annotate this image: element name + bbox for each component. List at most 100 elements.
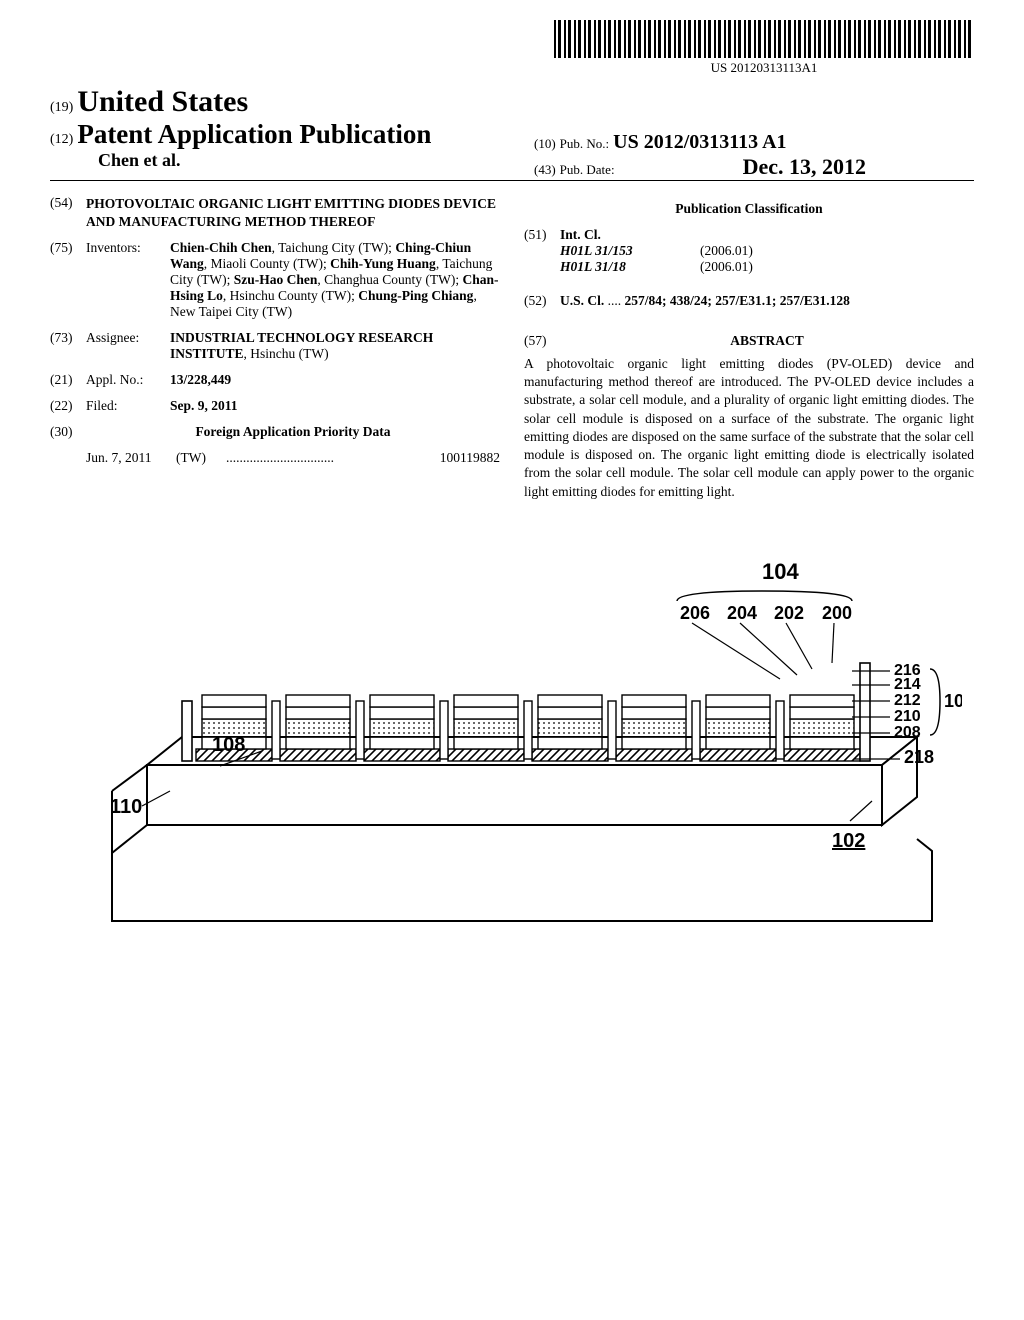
lbl-214: 214 (894, 676, 921, 693)
assignee-loc: , Hsinchu (TW) (244, 346, 329, 361)
applno: 13/228,449 (170, 372, 500, 388)
inventors-label: Inventors: (86, 240, 170, 320)
applno-num: (21) (50, 372, 86, 388)
uscl-dots: .... (608, 293, 622, 308)
inv1-loc: , Taichung City (TW); (272, 240, 396, 255)
applno-label: Appl. No.: (86, 372, 170, 388)
patent-title: PHOTOVOLTAIC ORGANIC LIGHT EMITTING DIOD… (86, 195, 500, 230)
lead-202 (786, 623, 812, 669)
pub-date-label: Pub. Date: (560, 162, 615, 177)
figure: 104 206 204 202 200 216 214 212 210 208 … (50, 551, 974, 966)
intcl2-yr: (2006.01) (700, 259, 753, 275)
intcl2-code: H01L 31/18 (560, 259, 700, 275)
foreign-data-row: Jun. 7, 2011 (TW) ......................… (50, 450, 500, 466)
title-num: (54) (50, 195, 86, 230)
patent-header: (10) Pub. No.: US 2012/0313113 A1 (43) P… (50, 85, 974, 171)
filed-num: (22) (50, 398, 86, 414)
foreign-num: (30) (50, 424, 86, 440)
uscl-val: 257/84; 438/24; 257/E31.1; 257/E31.128 (625, 293, 850, 308)
barcode-text: US 20120313113A1 (554, 60, 974, 76)
lbl-110: 110 (110, 796, 142, 818)
foreign-hdr: Foreign Application Priority Data (86, 424, 500, 440)
inventors-list: Chien-Chih Chen, Taichung City (TW); Chi… (170, 240, 500, 320)
lbl-210: 210 (894, 708, 921, 725)
pub-date: Dec. 13, 2012 (743, 154, 866, 179)
abstract-hdr-row: (57) ABSTRACT (524, 333, 974, 349)
barcode: US 20120313113A1 (554, 20, 974, 76)
foreign-cc: (TW) (176, 450, 226, 466)
abstract-hdr: ABSTRACT (560, 333, 974, 349)
uscl-val-wrap: U.S. Cl. .... 257/84; 438/24; 257/E31.1;… (560, 293, 974, 309)
lbl-108: 108 (212, 734, 245, 756)
uscl-num: (52) (524, 293, 560, 309)
inventors-row: (75) Inventors: Chien-Chih Chen, Taichun… (50, 240, 500, 320)
header-rule (50, 180, 974, 181)
inv2-loc: , Miaoli County (TW); (204, 256, 330, 271)
lead-204 (740, 623, 797, 675)
pub-date-row: (43) Pub. Date: Dec. 13, 2012 (534, 154, 974, 180)
pub-no: US 2012/0313113 A1 (613, 131, 786, 153)
inv4: Szu-Hao Chen (234, 272, 318, 287)
intcl-num: (51) (524, 227, 560, 275)
intcl-row: (51) Int. Cl. H01L 31/153 (2006.01) H01L… (524, 227, 974, 275)
applno-row: (21) Appl. No.: 13/228,449 (50, 372, 500, 388)
assignee-row: (73) Assignee: INDUSTRIAL TECHNOLOGY RES… (50, 330, 500, 362)
lbl-206: 206 (680, 603, 710, 623)
lbl-204: 204 (727, 603, 757, 623)
figure-svg: 104 206 204 202 200 216 214 212 210 208 … (62, 551, 962, 961)
pubclass-hdr: Publication Classification (524, 201, 974, 217)
brace-106 (930, 669, 940, 735)
uscl-label: U.S. Cl. (560, 293, 604, 308)
intcl2: H01L 31/18 (2006.01) (560, 259, 974, 275)
filed: Sep. 9, 2011 (170, 398, 500, 414)
pub-no-row: (10) Pub. No.: US 2012/0313113 A1 (534, 131, 974, 154)
kind-num: (12) (50, 132, 73, 147)
abstract-num: (57) (524, 333, 560, 349)
barcode-block: US 20120313113A1 (50, 20, 974, 77)
abstract-body: A photovoltaic organic light emitting di… (524, 355, 974, 501)
foreign-hdr-row: (30) Foreign Application Priority Data (50, 424, 500, 440)
pub-no-label: Pub. No.: (560, 136, 609, 151)
outline-3d-top (112, 765, 147, 791)
lead-206 (692, 623, 780, 679)
lbl-200: 200 (822, 603, 852, 623)
assignee-num: (73) (50, 330, 86, 362)
lbl-104: 104 (762, 559, 799, 584)
lbl-208: 208 (894, 724, 921, 741)
lbl-102: 102 (832, 830, 865, 852)
intcl-block: Int. Cl. H01L 31/153 (2006.01) H01L 31/1… (560, 227, 974, 275)
lead-200 (832, 623, 834, 663)
foreign-app: 100119882 (440, 450, 500, 466)
lbl-202: 202 (774, 603, 804, 623)
inv3: Chih-Yung Huang (330, 256, 436, 271)
brace-104 (677, 591, 852, 601)
kind: Patent Application Publication (77, 119, 431, 149)
inv1: Chien-Chih Chen (170, 240, 272, 255)
lbl-218: 218 (904, 747, 934, 767)
assignee-label: Assignee: (86, 330, 170, 362)
right-column: Publication Classification (51) Int. Cl.… (524, 195, 974, 501)
assignee-val: INDUSTRIAL TECHNOLOGY RESEARCH INSTITUTE… (170, 330, 500, 362)
inv4-loc: , Changhua County (TW); (317, 272, 462, 287)
intcl-label: Int. Cl. (560, 227, 974, 243)
inv6: Chung-Ping Chiang (358, 288, 473, 303)
inventors-num: (75) (50, 240, 86, 320)
country: United States (77, 85, 248, 118)
lbl-106: 106 (944, 691, 962, 711)
filed-label: Filed: (86, 398, 170, 414)
inv5-loc: , Hsinchu County (TW); (223, 288, 358, 303)
lbl-212: 212 (894, 692, 921, 709)
pub-no-num: (10) (534, 136, 556, 151)
pub-date-num: (43) (534, 162, 556, 177)
header-right: (10) Pub. No.: US 2012/0313113 A1 (43) P… (534, 131, 974, 180)
uscl-row: (52) U.S. Cl. .... 257/84; 438/24; 257/E… (524, 293, 974, 309)
left-column: (54) PHOTOVOLTAIC ORGANIC LIGHT EMITTING… (50, 195, 500, 501)
biblio-columns: (54) PHOTOVOLTAIC ORGANIC LIGHT EMITTING… (50, 195, 974, 501)
outline-3d (112, 825, 932, 921)
substrate-front (147, 765, 882, 825)
intcl1: H01L 31/153 (2006.01) (560, 243, 974, 259)
filed-row: (22) Filed: Sep. 9, 2011 (50, 398, 500, 414)
intcl1-code: H01L 31/153 (560, 243, 700, 259)
foreign-dots: ................................ (226, 450, 440, 466)
foreign-date: Jun. 7, 2011 (86, 450, 176, 466)
